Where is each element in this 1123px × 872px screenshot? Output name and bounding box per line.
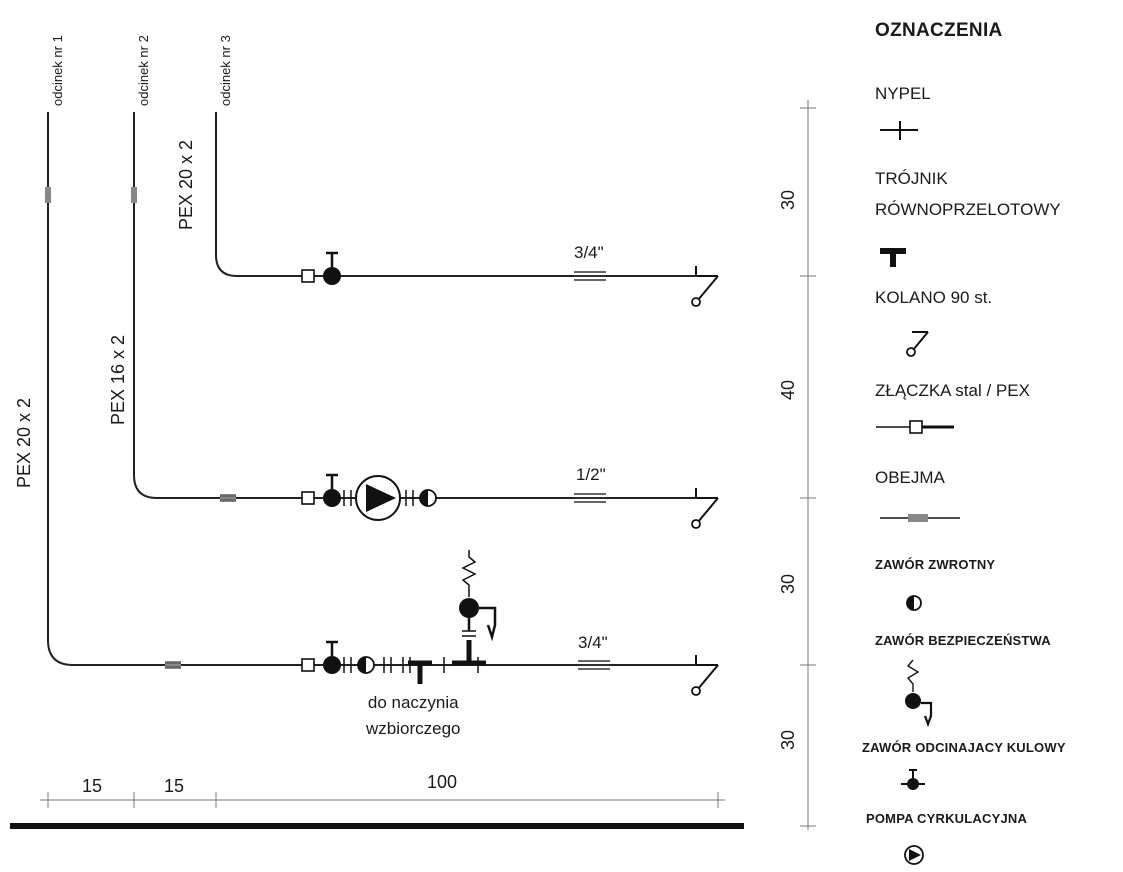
expansion-vessel-note: do naczynia wzbiorczego — [366, 690, 461, 742]
segment-3-pipe-label: PEX 20 x 2 — [176, 139, 196, 230]
legend-label-pump: POMPA CYRKULACYJNA — [866, 811, 1028, 826]
tee-icon — [880, 248, 906, 267]
segment-1-size-label: 3/4" — [578, 633, 608, 652]
pipe-line-2-fittings — [219, 473, 719, 529]
right-dimension-line — [800, 100, 816, 830]
bottom-dimension-line — [40, 792, 725, 808]
legend-label-safety-valve: ZAWÓR BEZPIECZEŃSTWA — [875, 633, 1051, 648]
legend-label-tee-line2: RÓWNOPRZELOTOWY — [875, 200, 1061, 219]
expansion-note-line1: do naczynia — [367, 693, 459, 712]
segment-1-name: odcinek nr 1 — [50, 35, 65, 106]
dimension-right-4: 30 — [778, 729, 798, 750]
segment-1-pipe-label: PEX 20 x 2 — [14, 397, 34, 488]
dimension-bottom-3: 100 — [427, 772, 458, 792]
nipple-icon — [880, 121, 918, 140]
legend-label-check-valve: ZAWÓR ZWROTNY — [875, 557, 996, 572]
circulation-pump-icon — [904, 845, 924, 865]
dimension-bottom-1: 15 — [82, 776, 103, 796]
expansion-note-line2: wzbiorczego — [366, 719, 461, 738]
segment-3-size-label: 3/4" — [574, 243, 604, 262]
pipe-line-3-fittings — [301, 251, 719, 307]
dimension-right-1: 30 — [778, 189, 798, 210]
legend-label-ball-valve: ZAWÓR ODCINAJACY KULOWY — [862, 740, 1066, 755]
elbow-90-icon — [906, 331, 929, 357]
segment-3-name: odcinek nr 3 — [218, 35, 233, 106]
pipe-line-1-fittings — [164, 550, 719, 696]
steel-pex-coupling-icon — [876, 420, 954, 434]
legend-label-elbow: KOLANO 90 st. — [875, 288, 993, 307]
legend-label-coupling: ZŁĄCZKA stal / PEX — [875, 381, 1030, 400]
legend-label-nipple: NYPEL — [875, 84, 931, 103]
dimension-right-3: 30 — [778, 573, 798, 594]
riser-segment-3 — [215, 112, 718, 277]
segment-2-pipe-label: PEX 16 x 2 — [108, 334, 128, 425]
circulation-pump — [355, 475, 401, 521]
dimension-bottom-2: 15 — [164, 776, 185, 796]
dimension-right-2: 40 — [778, 379, 798, 400]
legend-label-tee: TRÓJNIK — [875, 169, 948, 188]
segment-2-size-label: 1/2" — [576, 465, 606, 484]
ball-valve-icon — [901, 769, 925, 790]
legend-label-clamp: OBEJMA — [875, 468, 945, 487]
safety-valve — [459, 550, 497, 642]
clamp-icon — [880, 514, 960, 522]
safety-valve-icon — [905, 659, 933, 728]
segment-2-name: odcinek nr 2 — [136, 35, 151, 106]
check-valve-icon — [906, 595, 922, 611]
legend-title: OZNACZENIA — [875, 20, 1003, 41]
riser-segment-2 — [131, 112, 718, 499]
riser-segment-1 — [45, 112, 718, 666]
